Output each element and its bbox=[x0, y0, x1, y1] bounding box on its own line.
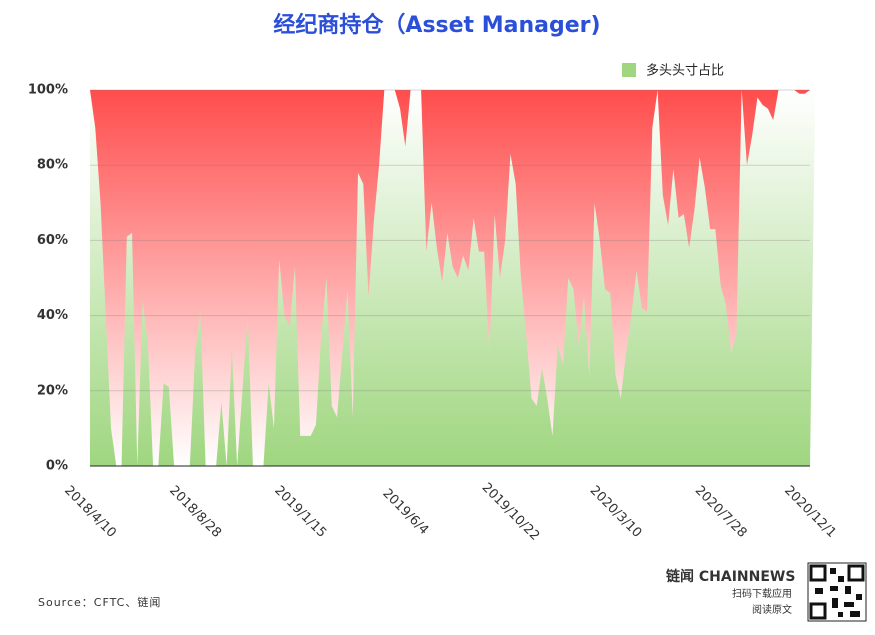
source: Source：CFTC、链闻 bbox=[38, 595, 161, 609]
legend-swatch bbox=[622, 63, 636, 77]
brand-line: 扫码下载应用 bbox=[732, 587, 792, 600]
x-tick-label: 2020/3/10 bbox=[587, 483, 645, 541]
y-tick-label: 20% bbox=[37, 383, 68, 398]
y-tick-label: 60% bbox=[37, 233, 68, 248]
brand-line: 阅读原文 bbox=[752, 603, 792, 616]
y-tick-label: 0% bbox=[46, 459, 68, 474]
qr-code bbox=[807, 562, 867, 622]
x-tick-label: 2019/1/15 bbox=[271, 483, 329, 541]
x-tick-label: 2020/7/28 bbox=[692, 483, 750, 541]
legend-label: 多头头寸占比 bbox=[646, 63, 724, 79]
x-tick-label: 2018/4/10 bbox=[61, 483, 119, 541]
y-tick-label: 40% bbox=[37, 308, 68, 323]
y-tick-label: 100% bbox=[28, 83, 68, 98]
area bbox=[90, 90, 816, 466]
x-tick-label: 2019/10/22 bbox=[479, 480, 543, 544]
chart-title: 经纪商持仓（Asset Manager) bbox=[273, 12, 600, 38]
x-tick-label: 2018/8/28 bbox=[166, 483, 224, 541]
x-tick-label: 2020/12/1 bbox=[781, 483, 839, 541]
brand-name: 链闻 CHAINNEWS bbox=[666, 568, 795, 585]
x-tick-label: 2019/6/4 bbox=[379, 486, 431, 538]
y-tick-label: 80% bbox=[37, 158, 68, 173]
